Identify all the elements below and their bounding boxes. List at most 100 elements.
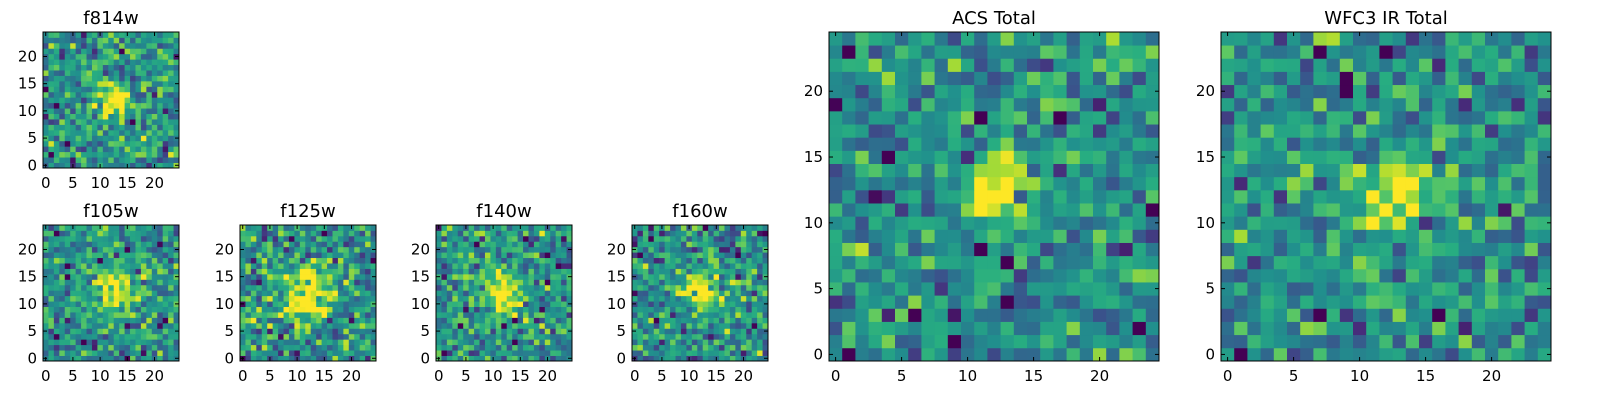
heatmap-cell [365,263,371,269]
heatmap-cell [278,301,284,307]
heatmap-cell [1260,32,1275,46]
heatmap-cell [283,246,290,253]
heatmap-cell [751,246,758,253]
heatmap-cell [146,333,153,340]
heatmap-cell [48,273,55,280]
heatmap-cell [1432,308,1446,322]
heatmap-cell [1366,150,1380,164]
heatmap-cell [261,333,268,340]
heatmap-cell [1221,216,1235,230]
heatmap-cell [934,203,949,217]
heatmap-cell [1145,84,1160,99]
heatmap-cell [327,290,333,297]
heatmap-cell [130,157,136,163]
heatmap-cell [305,350,312,356]
heatmap-cell [327,295,333,302]
heatmap-cell [327,301,333,307]
heatmap-cell [555,235,562,242]
heatmap-cell [1300,229,1314,243]
heatmap-cell [501,295,508,302]
heatmap-cell [162,317,169,324]
heatmap-cell [762,317,769,324]
heatmap-cell [648,295,655,302]
heatmap-cell [533,235,540,242]
heatmap-cell [653,339,660,346]
heatmap-cell [539,225,546,231]
heatmap-cell [1234,334,1248,349]
heatmap-cell [855,268,869,283]
heatmap-cell [895,32,909,46]
heatmap-cell [370,306,377,313]
heatmap-cell [81,53,87,60]
heatmap-cell [463,235,470,242]
heatmap-cell [305,230,312,237]
heatmap-cell [288,322,295,329]
heatmap-cell [921,45,935,59]
heatmap-cell [70,75,77,82]
heatmap-cell [697,246,704,253]
heatmap-cell [463,317,470,324]
heatmap-cell [441,339,448,346]
heatmap-cell [1445,124,1459,138]
heatmap-cell [157,113,164,120]
heatmap-cell [881,242,896,257]
heatmap-cell [974,347,988,362]
heatmap-cell [59,225,66,231]
heatmap-cell [151,42,158,49]
heatmap-cell [267,235,274,242]
heatmap-cell [1432,255,1446,270]
heatmap-cell [987,137,1001,151]
heatmap-cell [675,317,682,324]
heatmap-cell [1458,295,1473,309]
heatmap-cell [1405,137,1420,151]
heatmap-cell [108,263,115,269]
heatmap-cell [680,279,687,286]
heatmap-cell [468,252,475,259]
heatmap-cell [321,284,328,291]
heatmap-cell [102,135,109,142]
heatmap-cell [327,252,333,259]
heatmap-cell [343,230,350,237]
heatmap-cell [1300,45,1314,59]
heatmap-cell [452,279,459,286]
heatmap-cell [446,328,453,335]
heatmap-cell [1524,308,1539,322]
heatmap-cell [75,113,82,120]
heatmap-cell [91,306,98,313]
heatmap-cell [528,273,535,280]
heatmap-cell [299,317,306,324]
heatmap-cell [59,37,66,44]
heatmap-cell [1287,58,1301,72]
heatmap-cell [1145,163,1160,178]
heatmap-cell [544,263,551,269]
heatmap-cell [934,255,949,270]
heatmap-cell [517,322,524,329]
heatmap-cell [130,273,136,280]
heatmap-cell [921,137,935,151]
heatmap-cell [337,306,344,313]
heatmap-cell [53,102,60,109]
heatmap-cell [305,279,312,286]
heatmap-cell [642,235,649,242]
heatmap-cell [102,328,109,335]
heatmap-cell [974,334,988,349]
heatmap-cell [124,339,131,346]
x-tick-label: 20 [342,367,361,385]
heatmap-cell [1471,282,1486,296]
heatmap-cell [245,306,252,313]
heatmap-cell [855,189,869,204]
heatmap-cell [75,124,82,131]
heatmap-cell [1445,97,1459,112]
heatmap-cell [501,355,508,362]
heatmap-cell [327,306,333,313]
heatmap-cell [124,135,131,142]
heatmap-cell [343,355,350,362]
heatmap-cell [908,124,922,138]
heatmap-cell [757,328,763,335]
heatmap-cell [1221,110,1235,125]
heatmap-cell [140,350,147,356]
heatmap-cell [245,333,252,340]
heatmap-cell [130,268,136,275]
heatmap-cell [868,295,883,309]
heatmap-cell [697,268,704,275]
